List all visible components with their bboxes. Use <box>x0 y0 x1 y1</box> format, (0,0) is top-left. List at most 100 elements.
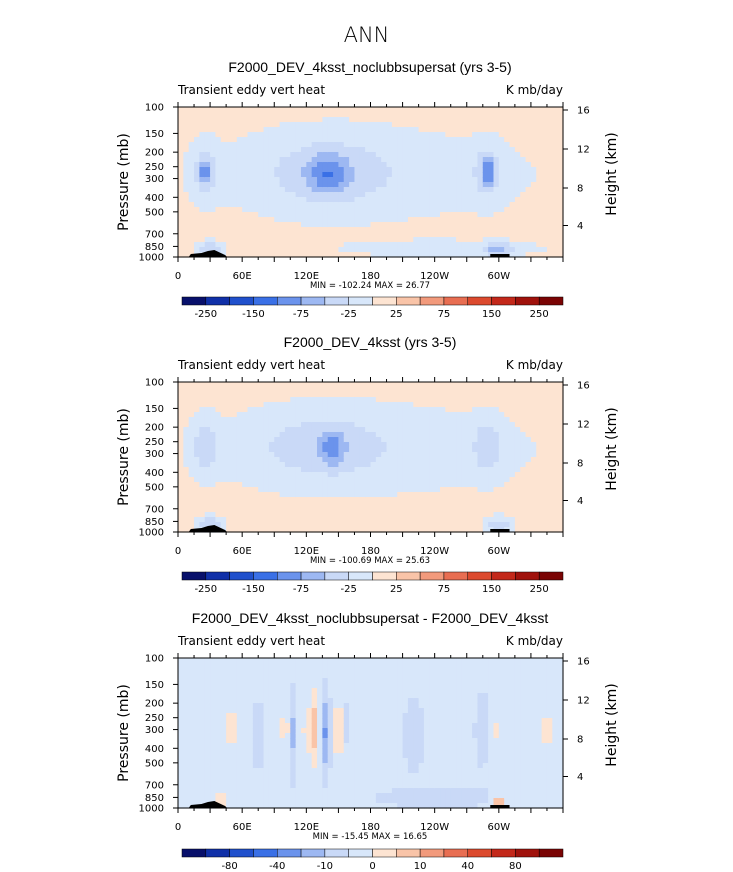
field-cell <box>541 497 548 503</box>
field-cell <box>509 167 516 173</box>
field-cell <box>258 507 265 513</box>
field-cell <box>306 407 313 413</box>
field-cell <box>199 392 206 398</box>
field-cell <box>493 422 500 428</box>
field-cell <box>397 392 404 398</box>
field-cell <box>322 122 329 128</box>
field-cell <box>423 167 430 173</box>
field-cell <box>370 402 377 408</box>
field-cell <box>386 117 393 123</box>
field-cell <box>557 142 564 148</box>
field-cell <box>231 167 238 173</box>
field-cell <box>536 182 543 188</box>
field-cell <box>322 502 329 508</box>
field-cell <box>466 432 473 438</box>
field-cell <box>450 162 457 168</box>
field-cell <box>429 252 436 258</box>
field-cell <box>536 202 543 208</box>
field-cell <box>247 177 254 183</box>
field-cell <box>231 678 238 684</box>
field-cell <box>488 422 495 428</box>
field-cell <box>231 202 238 208</box>
field-cell <box>472 512 479 518</box>
field-cell <box>477 492 484 498</box>
field-cell <box>370 502 377 508</box>
field-cell <box>210 422 217 428</box>
field-cell <box>178 773 184 779</box>
field-cell <box>418 522 425 528</box>
field-cell <box>418 487 425 493</box>
field-cell <box>402 212 409 218</box>
field-cell <box>300 442 307 448</box>
field-cell <box>306 502 313 508</box>
field-cell <box>477 142 484 148</box>
field-cell <box>546 242 553 248</box>
field-cell <box>407 497 414 503</box>
field-cell <box>525 382 532 388</box>
field-cell <box>290 162 297 168</box>
field-cell <box>274 517 281 523</box>
field-cell <box>370 517 377 523</box>
field-cell <box>183 442 190 448</box>
field-cell <box>349 182 356 188</box>
field-cell <box>242 798 249 804</box>
field-cell <box>349 172 356 178</box>
field-cell <box>552 452 559 458</box>
field-cell <box>493 402 500 408</box>
field-cell <box>220 512 227 518</box>
field-cell <box>199 708 206 714</box>
field-cell <box>204 497 211 503</box>
field-cell <box>236 758 243 764</box>
field-cell <box>247 437 254 443</box>
field-cell <box>546 217 553 223</box>
field-cell <box>183 723 190 729</box>
field-cell <box>466 527 473 533</box>
field-cell <box>514 252 521 258</box>
field-cell <box>418 472 425 478</box>
field-cell <box>546 132 553 138</box>
field-cell <box>343 387 350 393</box>
field-cell <box>274 492 281 498</box>
field-cell <box>488 137 495 143</box>
field-cell <box>514 137 521 143</box>
field-cell <box>284 202 291 208</box>
field-cell <box>274 487 281 493</box>
field-cell <box>220 773 227 779</box>
field-cell <box>407 187 414 193</box>
field-cell <box>423 132 430 138</box>
field-cell <box>520 147 527 153</box>
field-cell <box>530 422 537 428</box>
field-cell <box>215 793 222 799</box>
field-cell <box>456 402 463 408</box>
field-cell <box>381 247 388 253</box>
field-cell <box>381 187 388 193</box>
field-cell <box>386 172 393 178</box>
field-cell <box>210 157 217 163</box>
field-cell <box>530 172 537 178</box>
field-cell <box>284 197 291 203</box>
panel-3: F2000_DEV_4ksst_noclubbsupersat - F2000_… <box>116 610 620 872</box>
field-cell <box>183 668 190 674</box>
field-cell <box>530 127 537 133</box>
field-cell <box>274 387 281 393</box>
field-cell <box>210 783 217 789</box>
field-cell <box>536 192 543 198</box>
field-cell <box>236 748 243 754</box>
field-cell <box>488 112 495 118</box>
field-cell <box>279 182 286 188</box>
field-cell <box>178 502 184 508</box>
field-cell <box>472 127 479 133</box>
field-cell <box>375 447 382 453</box>
field-cell <box>450 182 457 188</box>
field-cell <box>199 497 206 503</box>
field-cell <box>317 227 323 233</box>
field-cell <box>456 472 463 478</box>
field-cell <box>514 492 521 498</box>
field-cell <box>402 522 409 528</box>
field-cell <box>178 743 184 749</box>
field-cell <box>520 162 527 168</box>
field-cell <box>391 527 398 533</box>
field-cell <box>252 227 259 233</box>
field-cell <box>402 197 409 203</box>
field-cell <box>295 142 302 148</box>
